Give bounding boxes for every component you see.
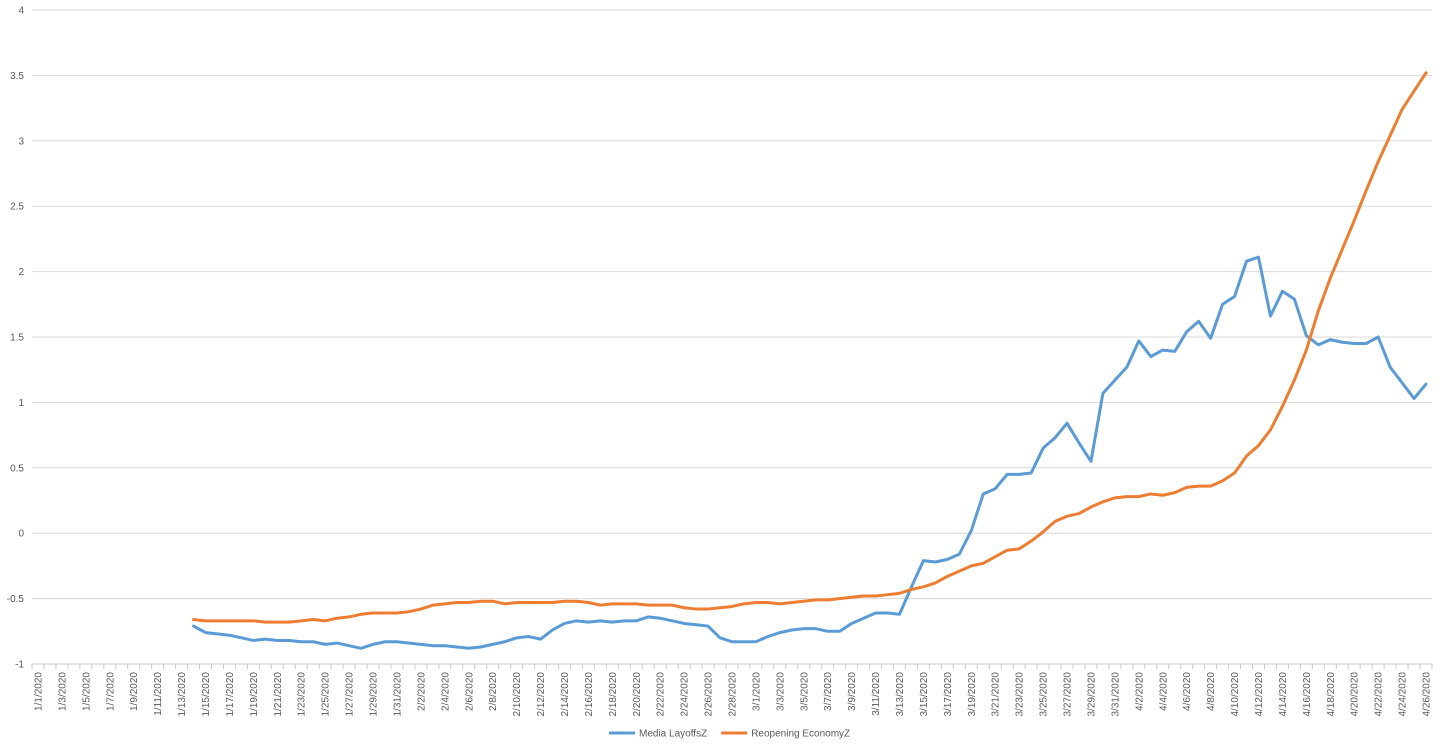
x-tick-label: 3/7/2020	[823, 672, 834, 711]
x-tick-label: 3/29/2020	[1086, 672, 1097, 717]
x-tick-label: 4/4/2020	[1158, 672, 1169, 711]
x-tick-label: 1/17/2020	[225, 672, 236, 717]
x-tick-label: 4/20/2020	[1350, 672, 1361, 717]
x-tick-label: 1/27/2020	[345, 672, 356, 717]
x-tick-label: 2/4/2020	[440, 672, 451, 711]
x-tick-label: 4/6/2020	[1182, 672, 1193, 711]
x-tick-label: 3/19/2020	[967, 672, 978, 717]
y-tick-label: 4	[18, 6, 24, 17]
series-line	[192, 255, 1428, 650]
x-tick-label: 3/31/2020	[1110, 672, 1121, 717]
x-tick-label: 1/23/2020	[297, 672, 308, 717]
y-tick-label: 1	[18, 398, 24, 409]
x-tick-label: 4/2/2020	[1134, 672, 1145, 711]
x-tick-label: 1/5/2020	[81, 672, 92, 711]
x-tick-label: 2/16/2020	[584, 672, 595, 717]
x-tick-label: 4/12/2020	[1254, 672, 1265, 717]
x-tick-label: 2/24/2020	[680, 672, 691, 717]
y-tick-label: 0.5	[10, 463, 24, 474]
y-tick-label: 2.5	[10, 202, 24, 213]
x-tick-label: 4/26/2020	[1422, 672, 1433, 717]
x-tick-label: 2/20/2020	[632, 672, 643, 717]
x-tick-label: 2/14/2020	[560, 672, 571, 717]
x-tick-label: 4/8/2020	[1206, 672, 1217, 711]
x-tick-label: 2/18/2020	[608, 672, 619, 717]
x-tick-label: 3/1/2020	[751, 672, 762, 711]
x-tick-label: 3/15/2020	[919, 672, 930, 717]
x-tick-label: 4/24/2020	[1398, 672, 1409, 717]
x-tick-label: 3/17/2020	[943, 672, 954, 717]
x-tick-label: 4/16/2020	[1302, 672, 1313, 717]
y-tick-label: 3.5	[10, 71, 24, 82]
x-tick-label: 2/8/2020	[488, 672, 499, 711]
x-tick-label: 3/27/2020	[1063, 672, 1074, 717]
x-tick-label: 1/29/2020	[369, 672, 380, 717]
y-tick-label: -1	[15, 660, 24, 671]
x-tick-label: 1/7/2020	[105, 672, 116, 711]
legend-item: Reopening EconomyZ	[721, 729, 850, 740]
y-tick-label: 3	[18, 136, 24, 147]
x-tick-label: 2/22/2020	[656, 672, 667, 717]
legend-label: Media LayoffsZ	[639, 729, 707, 740]
legend-item: Media LayoffsZ	[609, 729, 707, 740]
x-tick-label: 2/2/2020	[416, 672, 427, 711]
y-tick-label: 1.5	[10, 333, 24, 344]
x-tick-label: 3/23/2020	[1015, 672, 1026, 717]
x-tick-label: 3/9/2020	[847, 672, 858, 711]
y-axis: -1 -0.5 0 0.5 1 1.5 2 2.5 3 3.5 4	[7, 6, 25, 671]
x-tick-label: 1/19/2020	[249, 672, 260, 717]
x-tick-label: 3/25/2020	[1039, 672, 1050, 717]
x-tick-label: 2/28/2020	[728, 672, 739, 717]
x-tick-label: 1/1/2020	[33, 672, 44, 711]
x-tick-label: 3/13/2020	[895, 672, 906, 717]
x-tick-label: 3/3/2020	[775, 672, 786, 711]
x-tick-label: 4/14/2020	[1278, 672, 1289, 717]
y-tick-label: 2	[18, 267, 24, 278]
x-tick-label: 2/26/2020	[704, 672, 715, 717]
series-lines	[192, 71, 1428, 650]
x-tick-label: 2/6/2020	[464, 672, 475, 711]
x-tick-label: 4/22/2020	[1374, 672, 1385, 717]
gridlines	[32, 9, 1432, 665]
x-tick-label: 1/31/2020	[392, 672, 403, 717]
x-tick-label: 2/10/2020	[512, 672, 523, 717]
x-tick-label: 2/12/2020	[536, 672, 547, 717]
x-tick-label: 3/5/2020	[799, 672, 810, 711]
legend-label: Reopening EconomyZ	[751, 729, 850, 740]
x-tick-label: 4/18/2020	[1326, 672, 1337, 717]
x-tick-label: 3/11/2020	[871, 672, 882, 716]
x-tick-label: 1/25/2020	[321, 672, 332, 717]
x-tick-label: 4/10/2020	[1230, 672, 1241, 717]
x-tick-label: 1/21/2020	[273, 672, 284, 717]
x-tick-label: 1/15/2020	[201, 672, 212, 717]
x-tick-label: 1/11/2020	[153, 672, 164, 716]
series-line	[192, 71, 1428, 624]
x-tick-label: 1/13/2020	[177, 672, 188, 717]
y-tick-label: -0.5	[7, 594, 25, 605]
x-tick-label: 1/9/2020	[129, 672, 140, 711]
x-tick-label: 3/21/2020	[991, 672, 1002, 717]
x-tick-label: 1/3/2020	[57, 672, 68, 711]
x-axis: 1/1/2020 1/3/2020 1/5/2020 1/7/2020 1/9/2020…	[31, 664, 1433, 717]
y-tick-label: 0	[18, 529, 24, 540]
legend: Media LayoffsZ Reopening EconomyZ	[609, 729, 850, 740]
